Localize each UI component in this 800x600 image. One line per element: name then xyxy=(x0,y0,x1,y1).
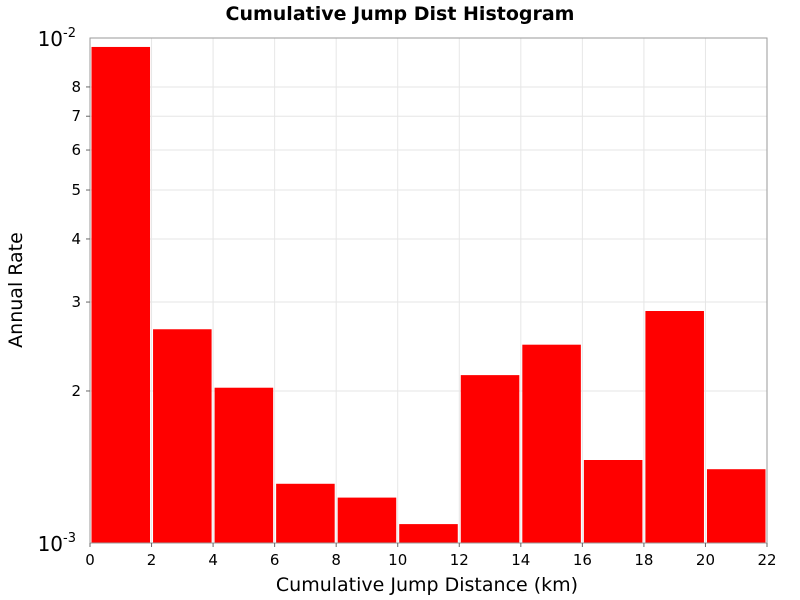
plot-area xyxy=(89,37,768,544)
bars xyxy=(91,46,766,543)
x-tick-label: 2 xyxy=(147,551,157,569)
x-tick-label: 12 xyxy=(450,551,469,569)
y-tick-label: 2 xyxy=(71,382,81,400)
x-tick-label: 10 xyxy=(388,551,407,569)
y-tick-label: 8 xyxy=(71,78,81,96)
histogram-bar xyxy=(522,344,581,543)
y-tick-label: 4 xyxy=(71,230,81,248)
y-decade-base: 10 xyxy=(38,27,63,51)
histogram-bar xyxy=(460,375,520,543)
y-decade-exponent: -3 xyxy=(63,531,76,546)
y-decade-label: 10-2 xyxy=(38,26,76,51)
x-tick-label: 20 xyxy=(696,551,715,569)
y-tick-label: 3 xyxy=(71,293,81,311)
histogram-bar xyxy=(706,469,766,543)
y-axis-label: Annual Rate xyxy=(5,232,27,348)
histogram-bar xyxy=(399,524,458,543)
x-tick-label: 6 xyxy=(270,551,280,569)
y-tick-label: 5 xyxy=(71,181,81,199)
histogram-bar xyxy=(583,460,643,543)
histogram-bar xyxy=(337,497,397,543)
x-tick-label: 14 xyxy=(511,551,530,569)
x-tick-label: 22 xyxy=(757,551,776,569)
histogram-bar xyxy=(91,46,151,543)
x-tick-label: 0 xyxy=(85,551,95,569)
y-decade-exponent: -2 xyxy=(63,26,76,41)
chart-title: Cumulative Jump Dist Histogram xyxy=(226,3,575,25)
y-decade-base: 10 xyxy=(38,532,63,556)
x-tick-label: 4 xyxy=(208,551,218,569)
y-tick-label: 6 xyxy=(71,141,81,159)
histogram-bar xyxy=(645,311,704,543)
y-decade-label: 10-3 xyxy=(38,531,76,556)
x-axis-label: Cumulative Jump Distance (km) xyxy=(276,574,578,596)
x-tick-label: 16 xyxy=(573,551,592,569)
histogram-bar xyxy=(214,387,274,543)
y-tick-label: 7 xyxy=(71,107,81,125)
histogram-bar xyxy=(276,483,335,543)
x-tick-label: 8 xyxy=(331,551,341,569)
x-axis-ticks: 0 2 4 6 8 10 12 14 16 18 20 22 xyxy=(85,543,777,569)
x-tick-label: 18 xyxy=(634,551,653,569)
histogram-bar xyxy=(153,329,212,543)
